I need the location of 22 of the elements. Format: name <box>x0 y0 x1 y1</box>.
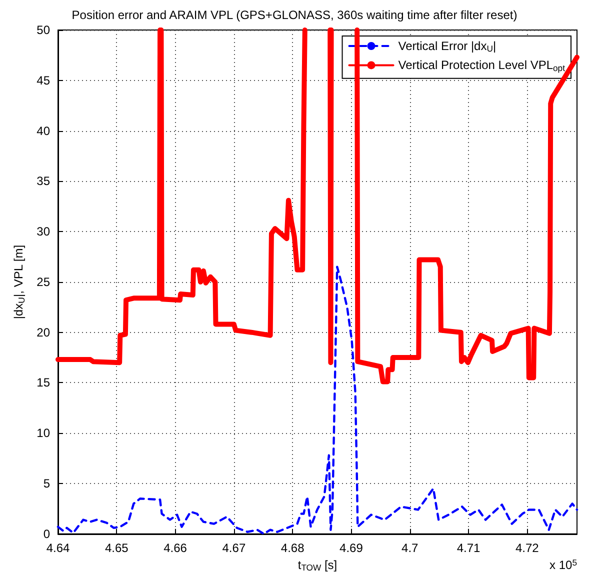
y-tick-label: 0 <box>43 526 50 541</box>
x-tick-label: 4.65 <box>104 540 129 555</box>
y-tick-label: 50 <box>36 23 50 37</box>
y-tick-label: 25 <box>36 274 50 289</box>
y-axis-title: |dxU|, VPL [m] <box>12 244 26 320</box>
x-tick-label: 4.68 <box>280 540 305 555</box>
x-tick-label: 4.7 <box>402 540 419 555</box>
x-tick-label: 4.66 <box>164 540 188 555</box>
chart-title: Position error and ARAIM VPL (GPS+GLONASS, 360s waiting time after filter reset) <box>72 8 518 22</box>
y-tick-label: 10 <box>36 426 50 440</box>
y-tick-label: 45 <box>36 73 50 88</box>
y-tick-label: 35 <box>36 174 50 188</box>
x-tick-label: 4.67 <box>222 540 246 555</box>
y-tick-label: 20 <box>36 325 50 340</box>
x-tick-label: 4.69 <box>340 540 364 555</box>
x-tick-label: 4.64 <box>46 540 70 555</box>
y-tick-label: 40 <box>36 124 50 138</box>
y-tick-label: 15 <box>36 376 50 390</box>
y-tick-label: 5 <box>43 476 50 491</box>
y-tick-label: 30 <box>36 224 50 239</box>
x-tick-label: 4.71 <box>456 540 481 555</box>
x-tick-label: 4.72 <box>515 540 540 555</box>
